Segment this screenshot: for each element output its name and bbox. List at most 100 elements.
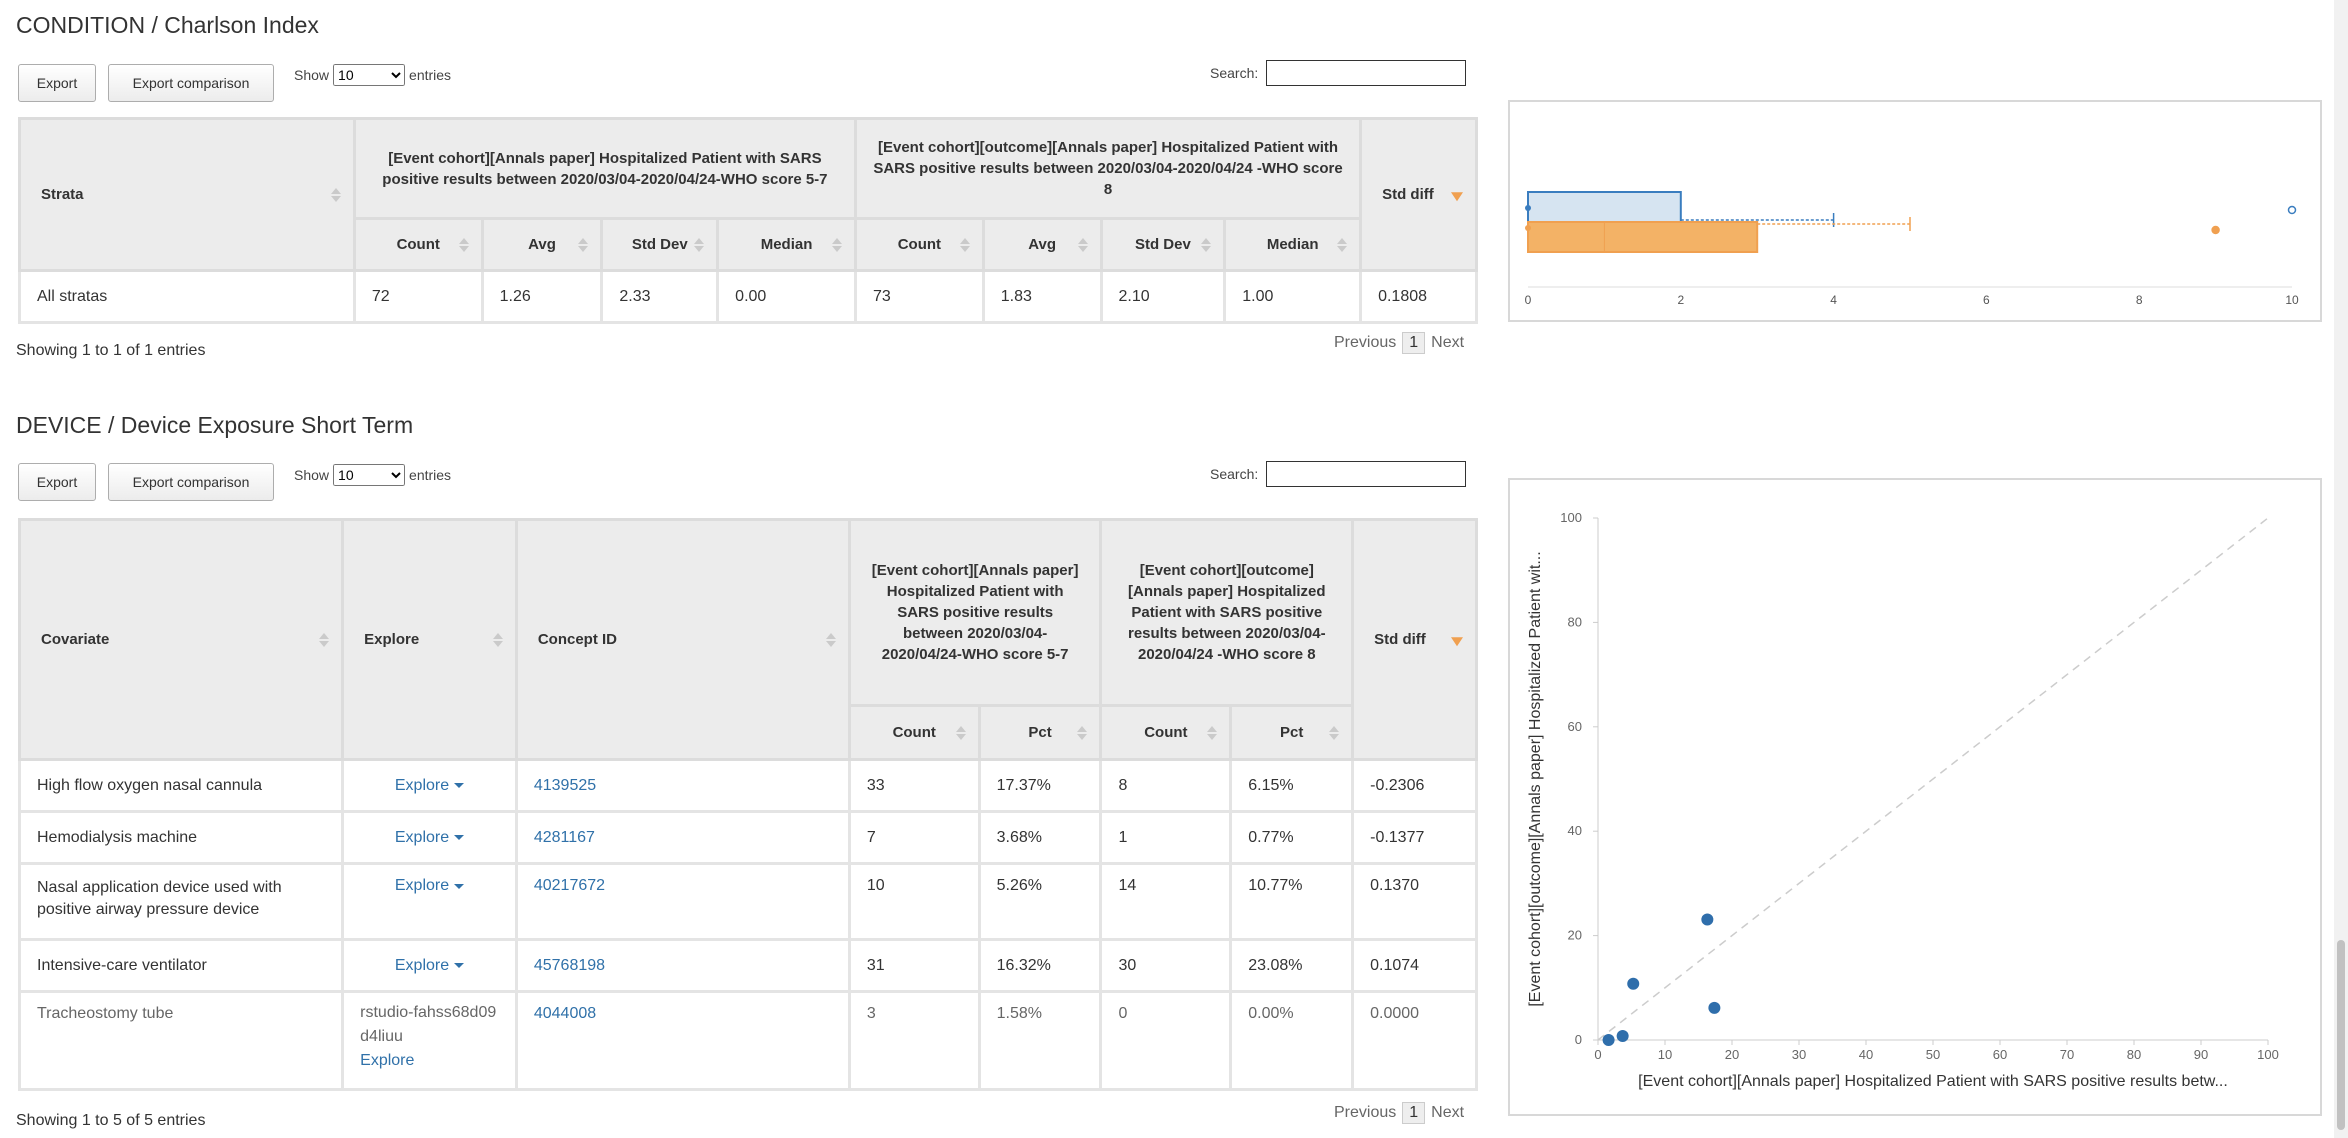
search-input[interactable] bbox=[1266, 60, 1467, 86]
pct-cell: 17.37% bbox=[977, 758, 1103, 813]
concept-id-link[interactable]: 40217672 bbox=[533, 877, 606, 894]
covariate-cell: Intensive-care ventilator bbox=[17, 938, 345, 993]
count-header[interactable]: Count bbox=[847, 704, 981, 761]
table-info: Showing 1 to 1 of 1 entries bbox=[16, 342, 206, 359]
strata-header[interactable]: Strata bbox=[18, 117, 356, 272]
std-diff-header[interactable]: Std diff bbox=[1359, 117, 1478, 272]
page-button[interactable]: 1 bbox=[1402, 332, 1426, 354]
count-cell: 10 bbox=[847, 862, 981, 941]
explore-link[interactable]: Explore bbox=[360, 1052, 415, 1069]
avg-cell: 1.83 bbox=[981, 269, 1103, 324]
concept-id-header[interactable]: Concept ID bbox=[514, 518, 851, 761]
std-diff-cell: 0.1370 bbox=[1351, 862, 1478, 941]
explore-dropdown[interactable]: Explore bbox=[395, 777, 465, 795]
export-button[interactable]: Export bbox=[18, 64, 96, 102]
table-row: Nasal application device used with posit… bbox=[17, 862, 1478, 941]
avg-cell: 1.26 bbox=[480, 269, 604, 324]
device-table: Covariate Explore Concept ID [Event coho… bbox=[17, 518, 1478, 1091]
x-tick-label: 50 bbox=[1926, 1047, 1940, 1062]
search-input[interactable] bbox=[1266, 461, 1467, 487]
count-header[interactable]: Count bbox=[352, 217, 484, 272]
count-cell: 73 bbox=[853, 269, 985, 324]
pct-header[interactable]: Pct bbox=[977, 704, 1103, 761]
entries-select[interactable]: 10 bbox=[333, 464, 406, 486]
x-tick-label: 100 bbox=[2257, 1047, 2279, 1062]
search-label: Search: bbox=[1210, 65, 1259, 81]
page-button[interactable]: 1 bbox=[1402, 1102, 1426, 1124]
group1-header: [Event cohort][Annals paper] Hospitalize… bbox=[847, 518, 1103, 707]
avg-header[interactable]: Avg bbox=[480, 217, 604, 272]
next-button[interactable]: Next bbox=[1431, 334, 1465, 351]
outlier-point bbox=[2287, 205, 2297, 215]
tick-label: 2 bbox=[1677, 293, 1684, 307]
count-cell: 0 bbox=[1099, 990, 1233, 1091]
export-comparison-button[interactable]: Export comparison bbox=[108, 64, 274, 102]
pct-header[interactable]: Pct bbox=[1229, 704, 1355, 761]
x-axis-label: [Event cohort][Annals paper] Hospitalize… bbox=[1638, 1073, 2228, 1090]
search-label: Search: bbox=[1210, 466, 1259, 482]
show-label: Show bbox=[294, 67, 330, 83]
table-row: All stratas 72 1.26 2.33 0.00 73 1.83 2.… bbox=[18, 269, 1478, 324]
reference-line bbox=[1597, 517, 2269, 1041]
std-diff-header[interactable]: Std diff bbox=[1351, 518, 1478, 761]
boxplot-chart: 0 2 4 6 8 10 bbox=[1508, 100, 2322, 322]
data-point bbox=[1701, 913, 1714, 926]
next-button[interactable]: Next bbox=[1431, 1104, 1465, 1121]
median-header[interactable]: Median bbox=[1223, 217, 1363, 272]
covariate-header[interactable]: Covariate bbox=[17, 518, 345, 761]
count-header[interactable]: Count bbox=[853, 217, 985, 272]
concept-id-link[interactable]: 4044008 bbox=[533, 1005, 597, 1022]
charlson-table: Strata [Event cohort][Annals paper] Hosp… bbox=[18, 117, 1478, 324]
explore-header[interactable]: Explore bbox=[341, 518, 518, 761]
concept-id-link[interactable]: 4281167 bbox=[533, 828, 595, 846]
count-cell: 33 bbox=[847, 758, 981, 813]
strata-cell: All stratas bbox=[18, 269, 356, 324]
device-section-title: DEVICE / Device Exposure Short Term bbox=[16, 412, 414, 438]
pct-cell: 16.32% bbox=[977, 938, 1103, 993]
explore-host-text: rstudio-fahss68d09d4liuu bbox=[360, 1004, 497, 1045]
x-tick-label: 30 bbox=[1792, 1047, 1806, 1062]
scrollbar-track[interactable] bbox=[2334, 0, 2348, 1138]
concept-id-link[interactable]: 45768198 bbox=[533, 956, 606, 974]
median-cell: 0.00 bbox=[716, 269, 857, 324]
previous-button[interactable]: Previous bbox=[1334, 334, 1397, 351]
export-button[interactable]: Export bbox=[18, 463, 96, 501]
entries-select[interactable]: 10 bbox=[333, 64, 406, 86]
pagination: Previous 1 Next bbox=[1334, 1102, 1464, 1124]
std-dev-header[interactable]: Std Dev bbox=[600, 217, 720, 272]
boxplot-svg: 0 2 4 6 8 10 bbox=[1525, 191, 2299, 307]
show-label: Show bbox=[294, 467, 330, 483]
y-tick-label: 20 bbox=[1568, 928, 1582, 943]
x-tick-label: 20 bbox=[1725, 1047, 1739, 1062]
export-comparison-button[interactable]: Export comparison bbox=[108, 463, 274, 501]
explore-cell: Explore bbox=[341, 862, 518, 941]
count-cell: 7 bbox=[847, 810, 981, 865]
search-control: Search: bbox=[1210, 60, 1467, 86]
explore-cell: rstudio-fahss68d09d4liuu Explore bbox=[341, 990, 518, 1091]
explore-dropdown[interactable]: Explore bbox=[395, 877, 465, 895]
avg-header[interactable]: Avg bbox=[981, 217, 1103, 272]
concept-id-link[interactable]: 4139525 bbox=[533, 776, 597, 794]
pct-cell: 1.58% bbox=[977, 990, 1103, 1091]
std-dev-header[interactable]: Std Dev bbox=[1099, 217, 1227, 272]
covariate-cell: Nasal application device used with posit… bbox=[17, 862, 345, 941]
condition-section-title: CONDITION / Charlson Index bbox=[16, 12, 319, 38]
scrollbar-thumb[interactable] bbox=[2337, 940, 2345, 1130]
y-tick-label: 60 bbox=[1568, 719, 1582, 734]
explore-dropdown[interactable]: Explore bbox=[395, 829, 465, 847]
pct-cell: 5.26% bbox=[977, 862, 1103, 941]
caret-down-icon bbox=[454, 783, 465, 788]
median-header[interactable]: Median bbox=[716, 217, 857, 272]
explore-dropdown[interactable]: Explore bbox=[395, 957, 465, 975]
explore-cell: Explore bbox=[341, 810, 518, 865]
page-length-control: Show 10 entries bbox=[294, 64, 451, 86]
count-header[interactable]: Count bbox=[1099, 704, 1233, 761]
count-cell: 1 bbox=[1099, 810, 1233, 865]
concept-id-cell: 4139525 bbox=[514, 758, 851, 813]
y-tick-label: 100 bbox=[1560, 510, 1582, 525]
caret-down-icon bbox=[454, 883, 465, 889]
x-tick-label: 0 bbox=[1594, 1047, 1601, 1062]
concept-id-cell: 40217672 bbox=[514, 862, 851, 941]
covariate-cell: High flow oxygen nasal cannula bbox=[17, 758, 345, 813]
previous-button[interactable]: Previous bbox=[1334, 1104, 1397, 1121]
